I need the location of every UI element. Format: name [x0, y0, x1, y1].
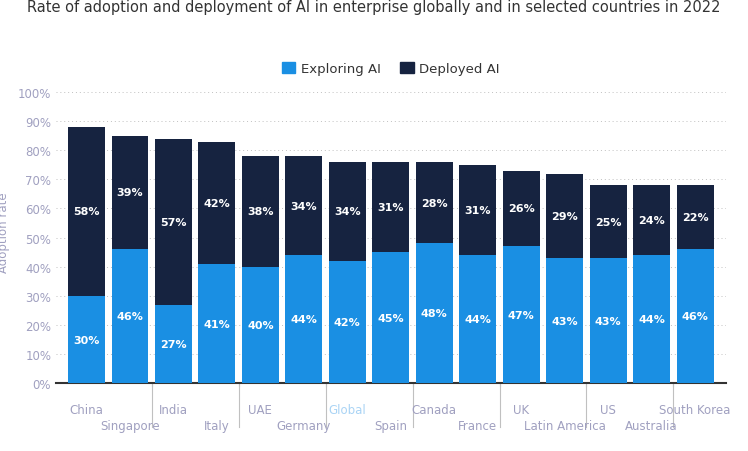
Legend: Exploring AI, Deployed AI: Exploring AI, Deployed AI: [277, 58, 505, 81]
Bar: [459, 256, 496, 383]
Text: 29%: 29%: [551, 212, 578, 221]
Text: US: US: [600, 403, 616, 416]
Text: 24%: 24%: [638, 216, 665, 226]
Bar: [373, 162, 409, 253]
Text: 40%: 40%: [247, 320, 274, 330]
Text: 43%: 43%: [551, 316, 578, 326]
Text: UK: UK: [513, 403, 530, 416]
Text: 34%: 34%: [290, 201, 317, 211]
Bar: [242, 267, 279, 383]
Bar: [503, 247, 540, 383]
Bar: [198, 264, 236, 383]
Text: 43%: 43%: [595, 316, 622, 326]
Bar: [329, 261, 366, 383]
Text: South Korea: South Korea: [660, 403, 731, 416]
Text: Singapore: Singapore: [100, 419, 160, 433]
Text: 31%: 31%: [465, 206, 491, 216]
Bar: [677, 250, 714, 383]
Bar: [589, 186, 627, 258]
Text: 58%: 58%: [73, 207, 99, 217]
Text: 41%: 41%: [203, 319, 230, 329]
Text: Italy: Italy: [204, 419, 230, 433]
Bar: [111, 136, 148, 250]
Text: 57%: 57%: [160, 217, 187, 227]
Text: 34%: 34%: [334, 207, 361, 217]
Text: 44%: 44%: [465, 314, 491, 324]
Text: Germany: Germany: [277, 419, 331, 433]
Bar: [286, 256, 322, 383]
Bar: [634, 186, 670, 256]
Text: 42%: 42%: [334, 318, 361, 327]
Y-axis label: Adoption rate: Adoption rate: [0, 192, 10, 272]
Text: India: India: [159, 403, 188, 416]
Bar: [589, 258, 627, 383]
Text: China: China: [70, 403, 103, 416]
Bar: [677, 186, 714, 250]
Text: 48%: 48%: [421, 308, 447, 318]
Bar: [242, 157, 279, 267]
Bar: [416, 162, 453, 244]
Bar: [286, 157, 322, 256]
Text: Global: Global: [328, 403, 367, 416]
Bar: [546, 174, 583, 258]
Bar: [198, 142, 236, 264]
Text: 31%: 31%: [378, 202, 404, 212]
Text: Latin America: Latin America: [524, 419, 606, 433]
Text: France: France: [459, 419, 497, 433]
Text: 27%: 27%: [160, 339, 187, 349]
Bar: [634, 256, 670, 383]
Bar: [546, 258, 583, 383]
Text: UAE: UAE: [248, 403, 272, 416]
Text: 46%: 46%: [681, 312, 708, 322]
Text: 39%: 39%: [117, 188, 144, 198]
Text: Rate of adoption and deployment of AI in enterprise globally and in selected cou: Rate of adoption and deployment of AI in…: [27, 0, 721, 15]
Bar: [459, 166, 496, 256]
Text: 25%: 25%: [595, 217, 622, 227]
Bar: [373, 253, 409, 383]
Text: 47%: 47%: [508, 310, 535, 320]
Bar: [503, 171, 540, 247]
Text: 46%: 46%: [117, 312, 144, 322]
Text: Canada: Canada: [412, 403, 457, 416]
Bar: [329, 162, 366, 261]
Bar: [68, 128, 105, 296]
Text: Australia: Australia: [625, 419, 678, 433]
Text: 30%: 30%: [73, 335, 99, 345]
Text: 28%: 28%: [421, 198, 447, 208]
Bar: [416, 244, 453, 383]
Bar: [111, 250, 148, 383]
Text: 22%: 22%: [682, 213, 708, 223]
Text: 44%: 44%: [290, 314, 317, 324]
Text: 44%: 44%: [638, 314, 665, 324]
Text: 38%: 38%: [247, 207, 274, 217]
Bar: [155, 139, 192, 305]
Bar: [68, 296, 105, 383]
Text: Spain: Spain: [374, 419, 408, 433]
Bar: [155, 305, 192, 383]
Text: 42%: 42%: [203, 198, 230, 208]
Text: 26%: 26%: [508, 204, 535, 214]
Text: 45%: 45%: [378, 313, 404, 323]
